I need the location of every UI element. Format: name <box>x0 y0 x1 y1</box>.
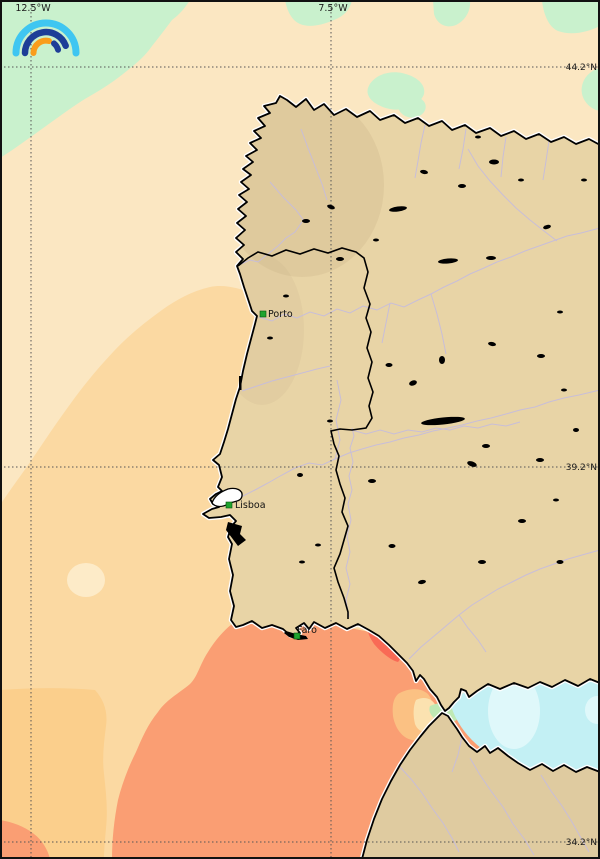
logo-arc-mid-icon <box>21 28 69 57</box>
sea-lighter-patch <box>67 563 105 597</box>
grid-label-layer: 12.5°W 7.5°W 44.2°N 39.2°N 34.2°N <box>15 3 597 848</box>
reservoir <box>302 219 310 223</box>
reservoir <box>489 159 499 165</box>
reservoir <box>418 579 426 585</box>
reservoir <box>556 560 564 564</box>
reservoir <box>283 294 289 298</box>
reservoir <box>543 224 551 230</box>
reservoir <box>537 354 545 358</box>
reservoir <box>438 258 458 264</box>
reservoir <box>518 178 524 182</box>
reservoir <box>267 336 273 340</box>
tagus-estuary <box>211 487 243 508</box>
logo-arc-outer-icon <box>12 19 80 57</box>
grid-label-longitude: 7.5°W <box>318 3 348 14</box>
reservoir <box>315 543 321 547</box>
reservoir <box>475 135 481 139</box>
reservoir <box>327 419 333 423</box>
portugal-spain-border <box>237 247 374 619</box>
reservoir <box>561 388 567 392</box>
sea-green-patch <box>581 68 600 111</box>
sea-light-band <box>0 688 107 859</box>
city-label: Faro <box>297 625 317 636</box>
sea-alboran-light <box>585 696 600 724</box>
grid-label-latitude: 44.2°N <box>566 63 597 73</box>
sea-salmon-corner <box>0 820 50 859</box>
city-marker <box>225 501 233 509</box>
reservoir <box>389 206 407 212</box>
reservoir <box>336 257 344 261</box>
sea-green-patch <box>398 97 426 118</box>
reservoir <box>409 380 417 386</box>
reservoir <box>557 310 563 314</box>
reservoir <box>478 560 486 564</box>
reservoir <box>327 204 335 210</box>
reservoir <box>439 356 445 364</box>
meteogalicia-rainbow-logo <box>12 19 80 57</box>
reservoir <box>553 498 559 502</box>
reservoir <box>458 184 466 188</box>
reservoir <box>297 473 303 477</box>
reservoir-layer <box>267 135 587 585</box>
sea-green-patch <box>542 0 600 34</box>
city-label: Porto <box>268 309 293 320</box>
grid-label-latitude: 39.2°N <box>566 463 597 473</box>
reservoir <box>573 428 579 432</box>
reservoir <box>488 341 496 347</box>
sea-green-patch <box>433 0 471 27</box>
grid-label-longitude: 12.5°W <box>15 3 51 14</box>
reservoir <box>467 461 477 467</box>
city-marker <box>259 310 267 318</box>
sea-alboran-light <box>488 673 540 749</box>
sado-estuary <box>226 522 246 546</box>
city-label: Lisboa <box>235 500 266 511</box>
reservoir <box>368 479 376 483</box>
coast-stroke-layer <box>202 95 600 859</box>
reservoir <box>518 519 526 523</box>
reservoir <box>536 458 544 462</box>
logo-arc-inner-right-icon <box>51 40 62 53</box>
reservoir <box>385 363 393 367</box>
reservoir <box>581 178 587 182</box>
reservoir <box>388 544 396 548</box>
reservoir <box>373 238 379 242</box>
city-layer: Porto Lisboa Faro <box>225 309 317 640</box>
grid-label-latitude: 34.2°N <box>566 838 597 848</box>
logo-arc-inner-left-icon <box>30 37 52 56</box>
reservoir <box>299 560 305 564</box>
reservoir <box>421 416 465 426</box>
reservoir <box>482 444 490 448</box>
aveiro-lagoon <box>239 376 242 390</box>
sea-green-patch <box>285 0 352 26</box>
reservoir <box>486 256 496 260</box>
reservoir <box>420 169 428 175</box>
city-marker <box>293 632 301 640</box>
